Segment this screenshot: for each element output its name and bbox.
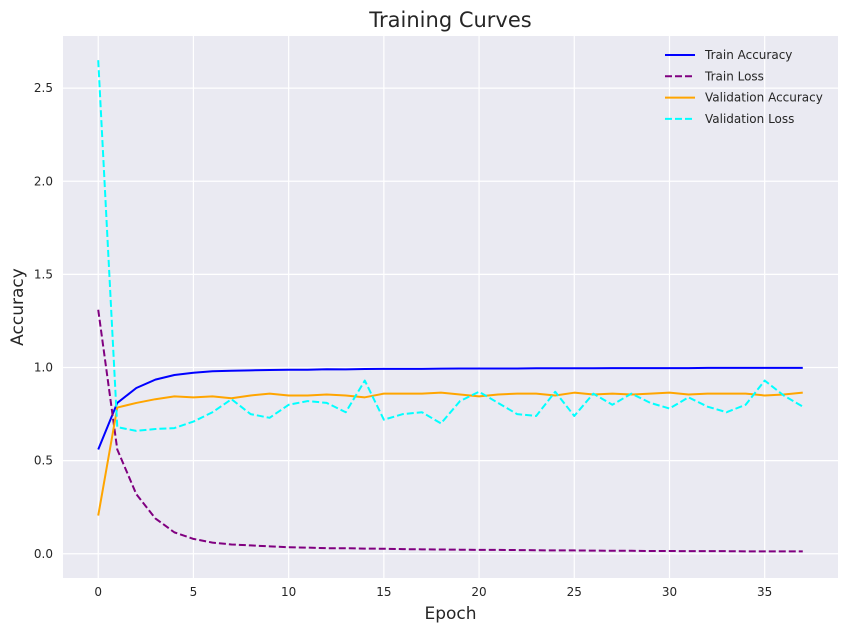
x-tick-label: 25 [567, 585, 582, 599]
chart-title: Training Curves [368, 8, 531, 32]
series-line-validation-accuracy [97, 391, 803, 516]
x-tick-label: 0 [94, 585, 102, 599]
x-tick-label: 10 [281, 585, 296, 599]
x-tick-label: 30 [662, 585, 677, 599]
y-tick-label: 1.5 [34, 267, 53, 281]
series-line-train-loss [97, 309, 803, 553]
x-tick-label: 35 [757, 585, 772, 599]
x-tick-label: 20 [471, 585, 486, 599]
legend: Train Accuracy Train Loss Validation Accur… [665, 48, 823, 126]
y-tick-label: 0.5 [34, 454, 53, 468]
grid [63, 36, 838, 578]
y-axis-label: Accuracy [8, 268, 28, 346]
x-tick-label: 15 [376, 585, 391, 599]
x-axis-label: Epoch [424, 604, 476, 624]
tick-labels: 0 5 10 15 20 25 30 35 0.0 0.5 1.0 1.5 2.0 2.5 [34, 81, 772, 599]
legend-label: Train Accuracy [704, 48, 792, 62]
y-tick-label: 0.0 [34, 547, 53, 561]
plot-area [63, 36, 838, 578]
y-tick-label: 2.5 [34, 81, 53, 95]
legend-label: Validation Accuracy [705, 91, 823, 105]
series-layer [97, 60, 804, 553]
y-tick-label: 1.0 [34, 361, 53, 375]
legend-label: Train Loss [704, 69, 764, 83]
series-line-validation-loss [97, 60, 804, 432]
x-tick-label: 5 [190, 585, 198, 599]
series-line-train-accuracy [97, 366, 803, 450]
y-tick-label: 2.0 [34, 174, 53, 188]
legend-label: Validation Loss [705, 112, 794, 126]
